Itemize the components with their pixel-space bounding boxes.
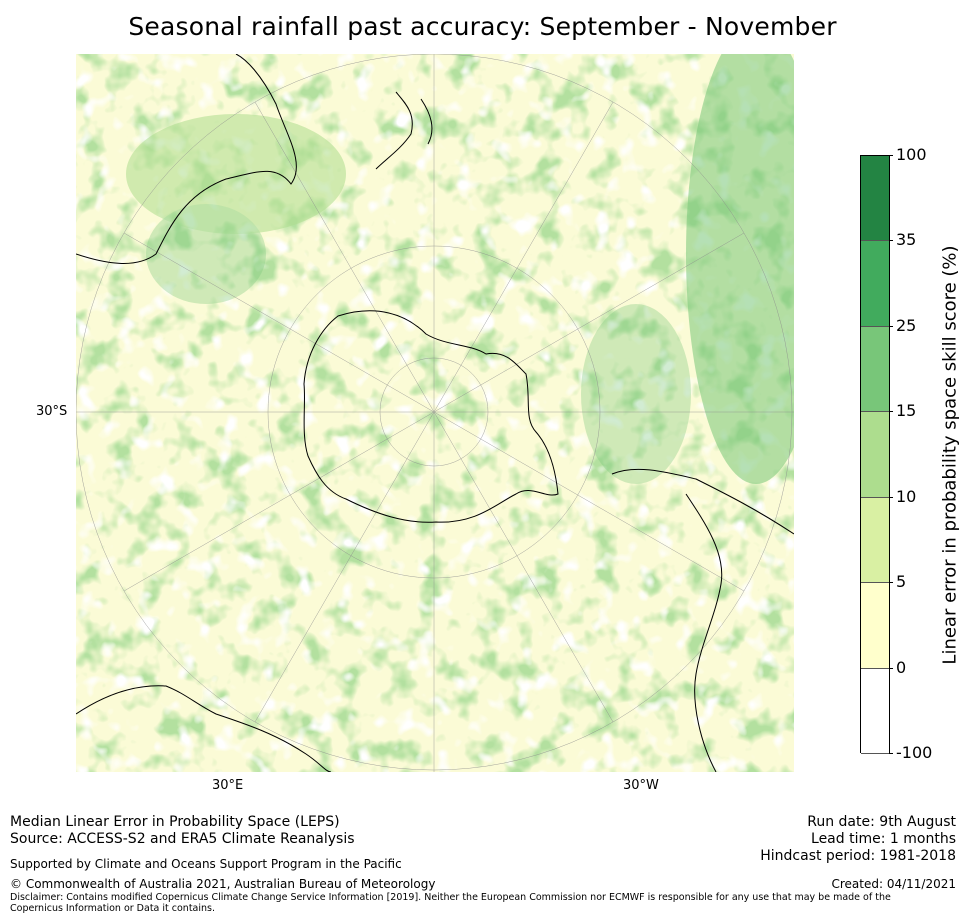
colorbar-tick-label: 0	[896, 657, 907, 677]
new-zealand-outline	[375, 91, 433, 170]
colorbar-tick-mark	[889, 753, 893, 754]
map-area	[76, 54, 794, 772]
footer-left: Median Linear Error in Probability Space…	[10, 814, 355, 848]
footer-run-date: Run date: 9th August	[807, 814, 956, 830]
colorbar-segment	[861, 241, 889, 327]
footer-right: Run date: 9th August Lead time: 1 months…	[760, 814, 956, 865]
lon-label-30w: 30°W	[623, 778, 659, 793]
colorbar-tick-label: 5	[896, 572, 907, 592]
footer-hindcast: Hindcast period: 1981-2018	[760, 848, 956, 864]
colorbar-tick-label: 15	[896, 401, 917, 421]
colorbar-tick-mark	[889, 667, 893, 669]
colorbar-tick-mark	[889, 240, 893, 242]
colorbar-segment	[861, 156, 889, 242]
south-america-outline	[611, 468, 794, 772]
colorbar-segment	[861, 583, 889, 669]
colorbar	[860, 155, 890, 754]
footer-source-line: Source: ACCESS-S2 and ERA5 Climate Reana…	[10, 831, 355, 847]
colorbar-tick-mark	[889, 411, 893, 413]
colorbar-tick-label: 10	[896, 486, 917, 506]
colorbar-segment	[861, 412, 889, 498]
colorbar-segment	[861, 668, 889, 754]
colorbar-tick-label: -100	[896, 743, 933, 762]
footer-created: Created: 04/11/2021	[831, 877, 956, 891]
lat-label-30s: 30°S	[36, 404, 68, 419]
colorbar-tick-mark	[889, 582, 893, 584]
africa-outline	[76, 685, 332, 772]
rainfall-skill-map	[76, 54, 794, 772]
footer-support: Supported by Climate and Oceans Support …	[10, 857, 402, 871]
footer-disclaimer: Disclaimer: Contains modified Copernicus…	[10, 892, 891, 914]
graticule	[76, 54, 794, 772]
colorbar-tick-label: 100	[896, 145, 927, 164]
colorbar-segment	[861, 497, 889, 584]
footer-copyright: © Commonwealth of Australia 2021, Austra…	[10, 877, 436, 891]
colorbar-tick-mark	[889, 155, 893, 156]
colorbar-tick-label: 35	[896, 230, 917, 250]
map-title: Seasonal rainfall past accuracy: Septemb…	[128, 12, 837, 41]
antarctica-outline	[303, 310, 559, 523]
colorbar-tick-label: 25	[896, 315, 917, 335]
colorbar-tick-mark	[889, 325, 893, 327]
footer-leps-line: Median Linear Error in Probability Space…	[10, 814, 340, 830]
colorbar-tick-mark	[889, 496, 893, 498]
australia-outline	[76, 54, 297, 264]
footer-lead-time: Lead time: 1 months	[811, 831, 956, 847]
colorbar-segment	[861, 326, 889, 413]
coastlines	[76, 54, 794, 772]
lon-label-30e: 30°E	[212, 778, 244, 793]
colorbar-label: Linear error in probability space skill …	[939, 245, 961, 665]
